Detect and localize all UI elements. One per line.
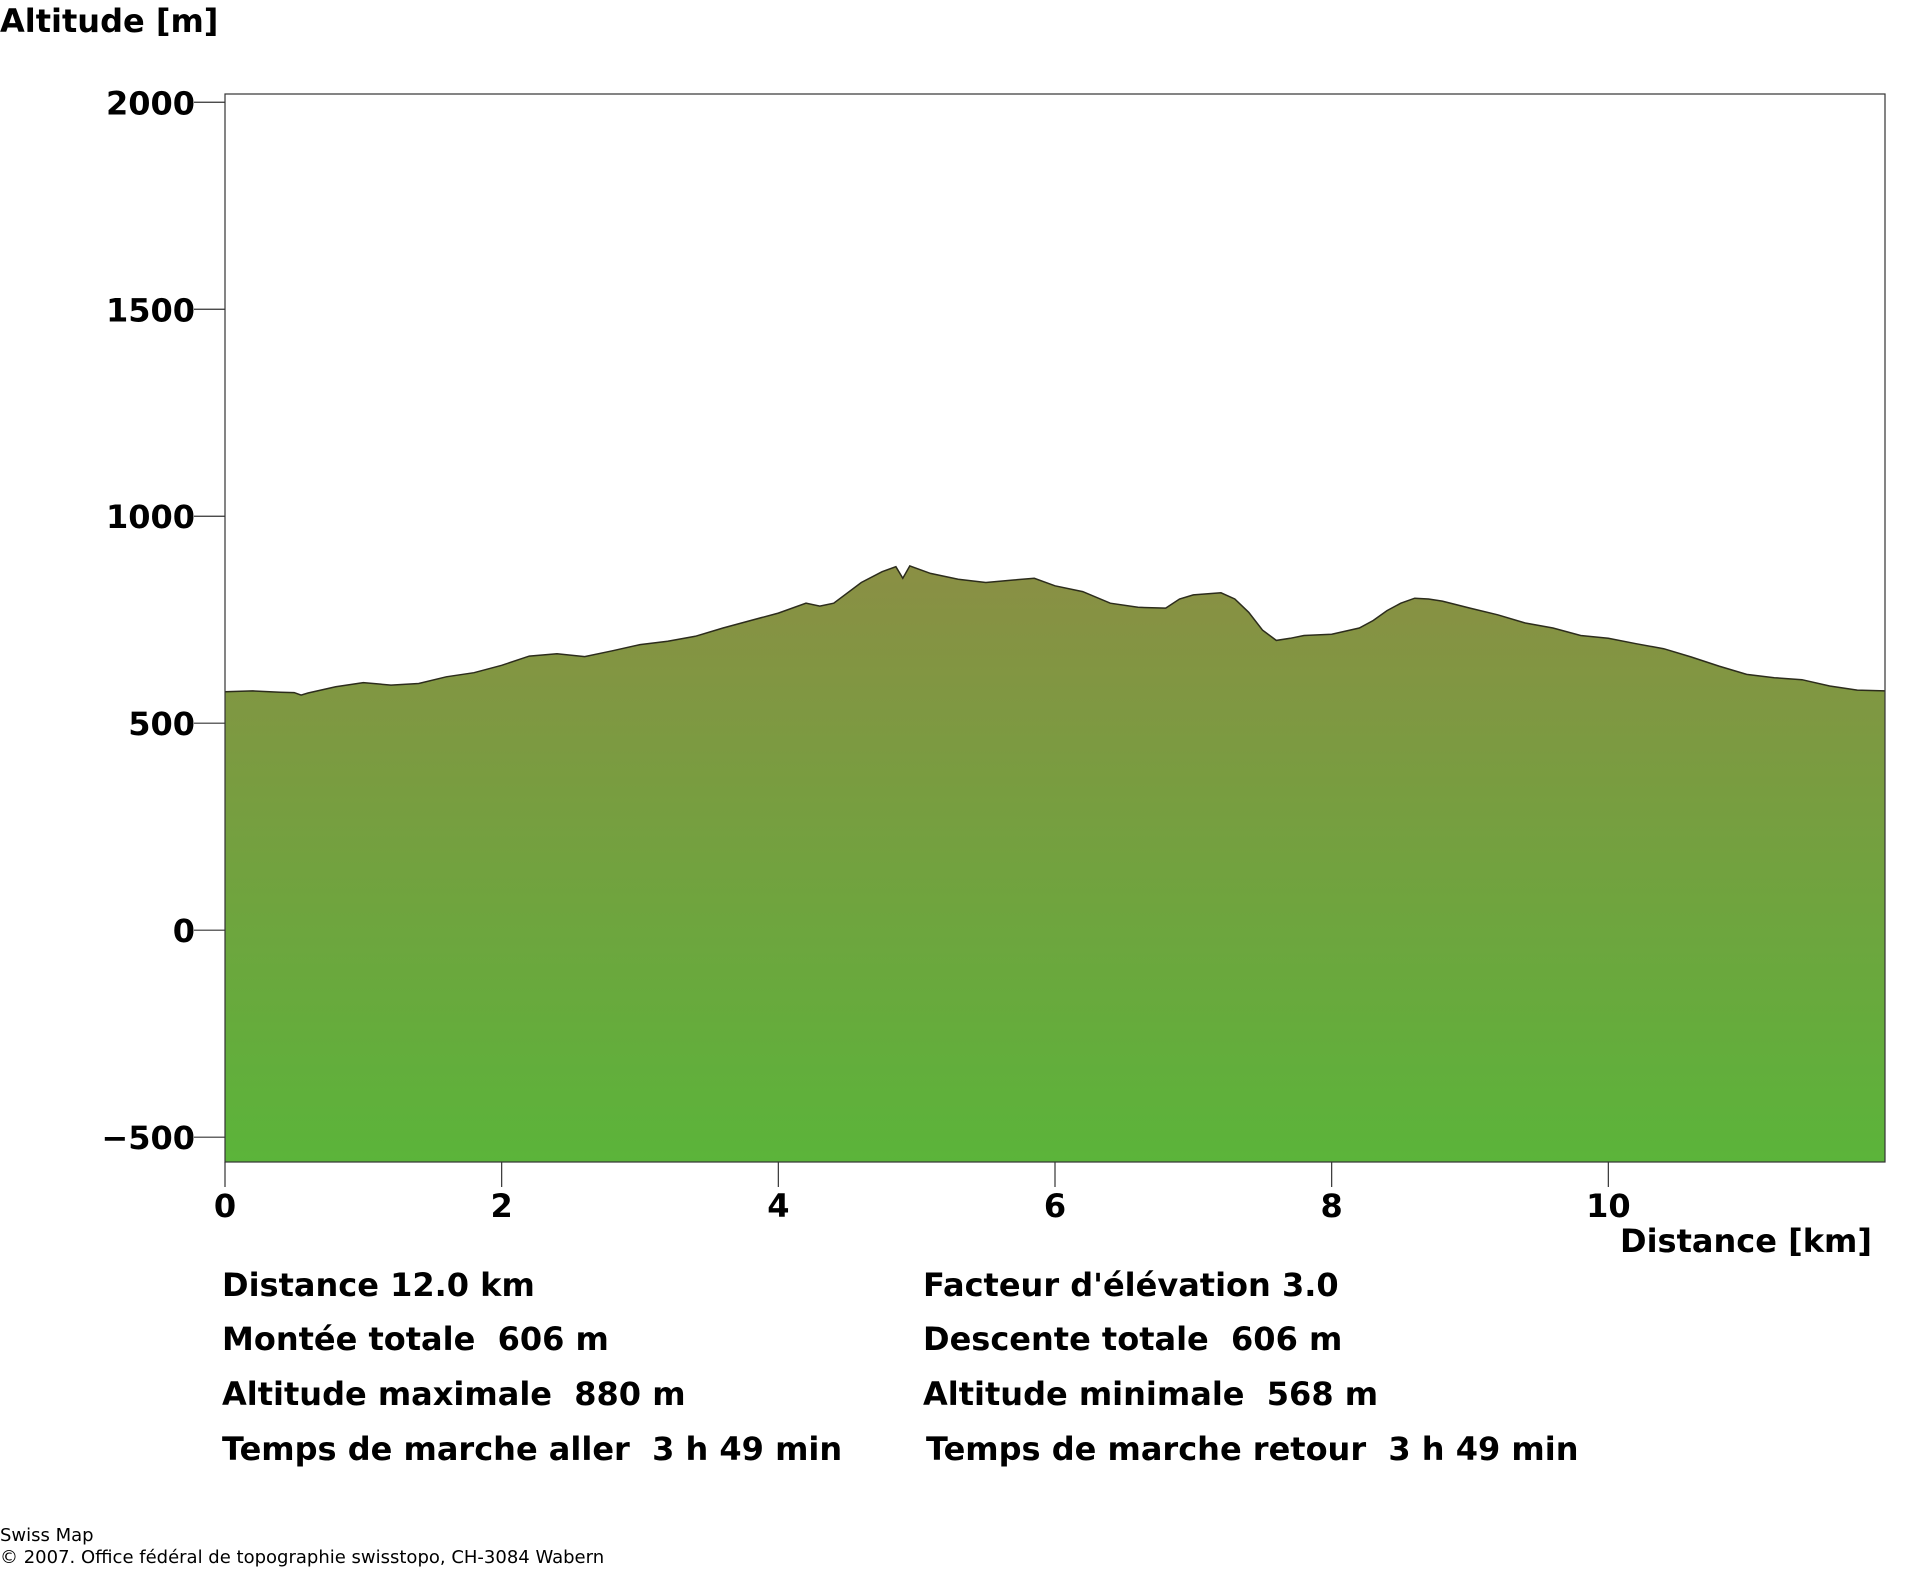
y-tick-label: 2000 bbox=[106, 84, 195, 122]
stat-min-altitude: Altitude minimale 568 m bbox=[923, 1375, 1379, 1413]
stat-walk-time-back: Temps de marche retour 3 h 49 min bbox=[926, 1430, 1579, 1468]
elevation-area bbox=[225, 565, 1885, 1162]
stat-total-descent: Descente totale 606 m bbox=[923, 1320, 1343, 1358]
stat-max-altitude: Altitude maximale 880 m bbox=[222, 1375, 686, 1413]
x-tick-label: 8 bbox=[1321, 1187, 1343, 1225]
x-tick-label: 6 bbox=[1044, 1187, 1066, 1225]
stat-elevation-factor: Facteur d'élévation 3.0 bbox=[923, 1266, 1339, 1304]
x-tick-label: 4 bbox=[767, 1187, 789, 1225]
stat-total-ascent: Montée totale 606 m bbox=[222, 1320, 609, 1358]
y-tick-label: −500 bbox=[101, 1119, 195, 1157]
y-tick-label: 500 bbox=[128, 705, 195, 743]
y-axis-label: Altitude [m] bbox=[0, 2, 219, 40]
y-tick-label: 1000 bbox=[106, 498, 195, 536]
elevation-profile-line bbox=[224, 564, 1886, 696]
stat-walk-time-out: Temps de marche aller 3 h 49 min bbox=[222, 1430, 843, 1468]
credit-copyright: © 2007. Office fédéral de topographie sw… bbox=[0, 1547, 605, 1568]
x-tick-label: 10 bbox=[1586, 1187, 1631, 1225]
stat-distance: Distance 12.0 km bbox=[222, 1266, 535, 1304]
credit-swiss-map: Swiss Map bbox=[0, 1525, 94, 1546]
x-tick-label: 0 bbox=[214, 1187, 236, 1225]
x-axis-label: Distance [km] bbox=[1620, 1222, 1872, 1260]
x-tick-label: 2 bbox=[491, 1187, 513, 1225]
y-tick-label: 0 bbox=[173, 912, 195, 950]
y-tick-label: 1500 bbox=[106, 291, 195, 329]
